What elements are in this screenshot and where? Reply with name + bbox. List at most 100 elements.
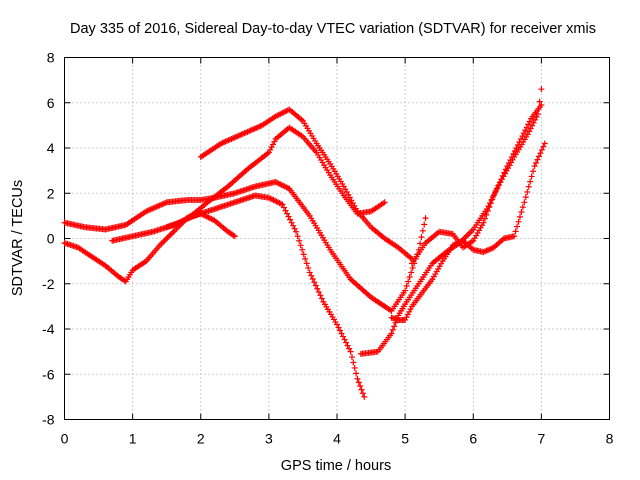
data-point	[518, 208, 525, 215]
chart-title: Day 335 of 2016, Sidereal Day-to-day VTE…	[70, 21, 596, 37]
x-tick-label: 1	[129, 431, 137, 447]
data-point	[231, 233, 238, 240]
data-point	[528, 173, 535, 180]
data-point	[540, 143, 547, 150]
data-point	[406, 273, 413, 280]
data-point	[358, 386, 365, 393]
data-point	[492, 189, 499, 196]
data-series	[61, 86, 548, 400]
data-point	[534, 156, 541, 163]
data-point	[521, 199, 528, 206]
data-point	[538, 146, 545, 153]
data-point	[493, 185, 500, 192]
data-point	[531, 163, 538, 170]
data-point	[533, 159, 540, 166]
data-point	[282, 207, 289, 214]
data-point	[288, 219, 295, 226]
data-point	[417, 240, 424, 247]
data-point	[530, 168, 537, 175]
axis-ticks	[64, 57, 610, 420]
data-point	[296, 237, 303, 244]
data-point	[337, 327, 344, 334]
data-point	[402, 316, 409, 323]
data-point	[516, 213, 523, 220]
y-tick-label: -2	[42, 276, 55, 292]
y-tick-label: -4	[42, 321, 55, 337]
y-tick-label: 6	[47, 95, 55, 111]
data-point	[541, 140, 548, 147]
data-point	[421, 221, 428, 228]
data-point	[525, 183, 532, 190]
data-point	[538, 86, 545, 93]
x-tick-label: 3	[265, 431, 273, 447]
data-point	[351, 364, 358, 371]
data-point	[403, 314, 410, 321]
data-point	[311, 279, 318, 286]
data-point	[388, 330, 395, 337]
data-point	[514, 141, 521, 148]
data-point	[294, 233, 301, 240]
data-point	[335, 324, 342, 331]
data-point	[355, 379, 362, 386]
data-point	[512, 228, 519, 235]
data-point	[341, 336, 348, 343]
series-1	[61, 178, 293, 233]
data-point	[302, 255, 309, 262]
data-point	[510, 151, 517, 158]
data-point	[357, 383, 364, 390]
data-point	[508, 154, 515, 161]
y-tick-label: -6	[42, 366, 55, 382]
data-point	[308, 272, 315, 279]
data-point	[402, 287, 409, 294]
data-point	[381, 199, 388, 206]
data-point	[504, 163, 511, 170]
data-point	[309, 275, 316, 282]
data-point	[314, 285, 321, 292]
data-point	[483, 211, 490, 218]
data-point	[297, 242, 304, 249]
data-point	[484, 208, 491, 215]
data-point	[537, 150, 544, 157]
y-tick-label: 8	[47, 50, 55, 66]
data-point	[121, 277, 128, 284]
data-point	[334, 321, 340, 328]
series-6	[197, 106, 415, 262]
data-point	[536, 98, 543, 105]
data-point	[499, 172, 506, 179]
y-tick-label: 0	[47, 231, 55, 247]
data-point	[317, 292, 324, 299]
x-axis-label: GPS time / hours	[281, 458, 391, 474]
data-point	[406, 308, 413, 315]
data-point	[502, 166, 509, 173]
data-point	[303, 260, 310, 267]
data-point	[514, 223, 521, 230]
data-point	[505, 160, 512, 167]
data-point	[306, 269, 313, 276]
data-point	[271, 138, 278, 145]
data-point	[344, 342, 351, 349]
series-4	[109, 192, 368, 400]
data-point	[359, 390, 366, 397]
data-point	[279, 201, 286, 208]
data-point	[489, 196, 496, 203]
data-point	[318, 295, 325, 302]
data-point	[353, 370, 360, 377]
data-point	[495, 182, 502, 189]
data-point	[404, 311, 411, 318]
data-point	[515, 218, 522, 225]
data-point	[347, 348, 354, 355]
data-point	[480, 219, 487, 226]
data-point	[290, 222, 297, 229]
x-tick-label: 7	[537, 431, 545, 447]
data-point	[507, 157, 514, 164]
x-tick-label: 4	[333, 431, 341, 447]
data-point	[511, 148, 518, 155]
data-point	[516, 138, 523, 145]
series-3	[61, 210, 238, 285]
series-7	[357, 86, 545, 357]
data-point	[422, 215, 429, 222]
data-point	[519, 204, 526, 211]
data-point	[350, 359, 357, 366]
data-point	[535, 153, 542, 160]
